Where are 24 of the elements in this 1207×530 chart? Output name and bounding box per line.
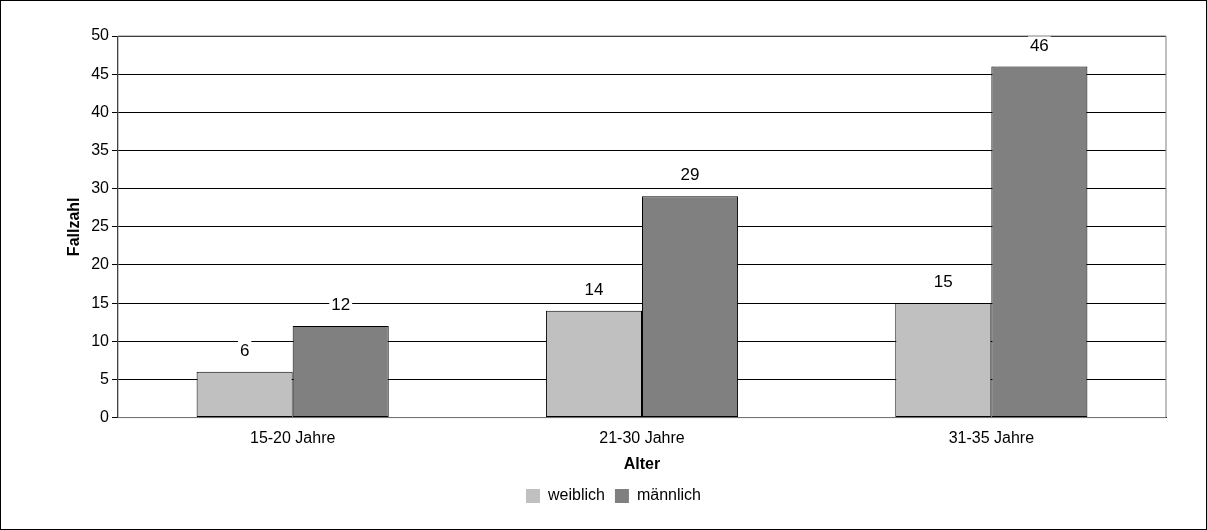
- data-label: 6: [239, 341, 250, 360]
- y-tick-label: 50: [91, 26, 110, 44]
- y-tick-label: 25: [91, 217, 110, 235]
- y-tick-label: 5: [100, 369, 110, 387]
- y-tick-label: 20: [91, 255, 110, 273]
- x-tick-label: 31-35 Jahre: [948, 428, 1035, 446]
- x-axis-title: Alter: [623, 454, 661, 472]
- y-tick-label: 30: [91, 179, 110, 197]
- legend-label: männlich: [636, 486, 701, 504]
- y-tick-label: 45: [91, 64, 110, 82]
- x-tick-label: 21-30 Jahre: [599, 428, 685, 446]
- data-label: 29: [680, 165, 700, 185]
- data-label: 14: [584, 279, 604, 299]
- x-tick-label: 15-20 Jahre: [249, 428, 336, 446]
- y-tick-label: 0: [100, 408, 110, 426]
- data-label: 46: [1029, 35, 1049, 55]
- legend-label: weiblich: [547, 486, 605, 504]
- y-tick-label: 10: [91, 331, 110, 349]
- y-tick-label: 35: [91, 140, 110, 158]
- y-axis-title: Fallzahl: [65, 197, 83, 257]
- data-label: 15: [933, 272, 953, 292]
- data-label: 12: [331, 295, 351, 315]
- y-tick-label: 15: [91, 293, 110, 311]
- y-tick-label: 40: [91, 102, 110, 120]
